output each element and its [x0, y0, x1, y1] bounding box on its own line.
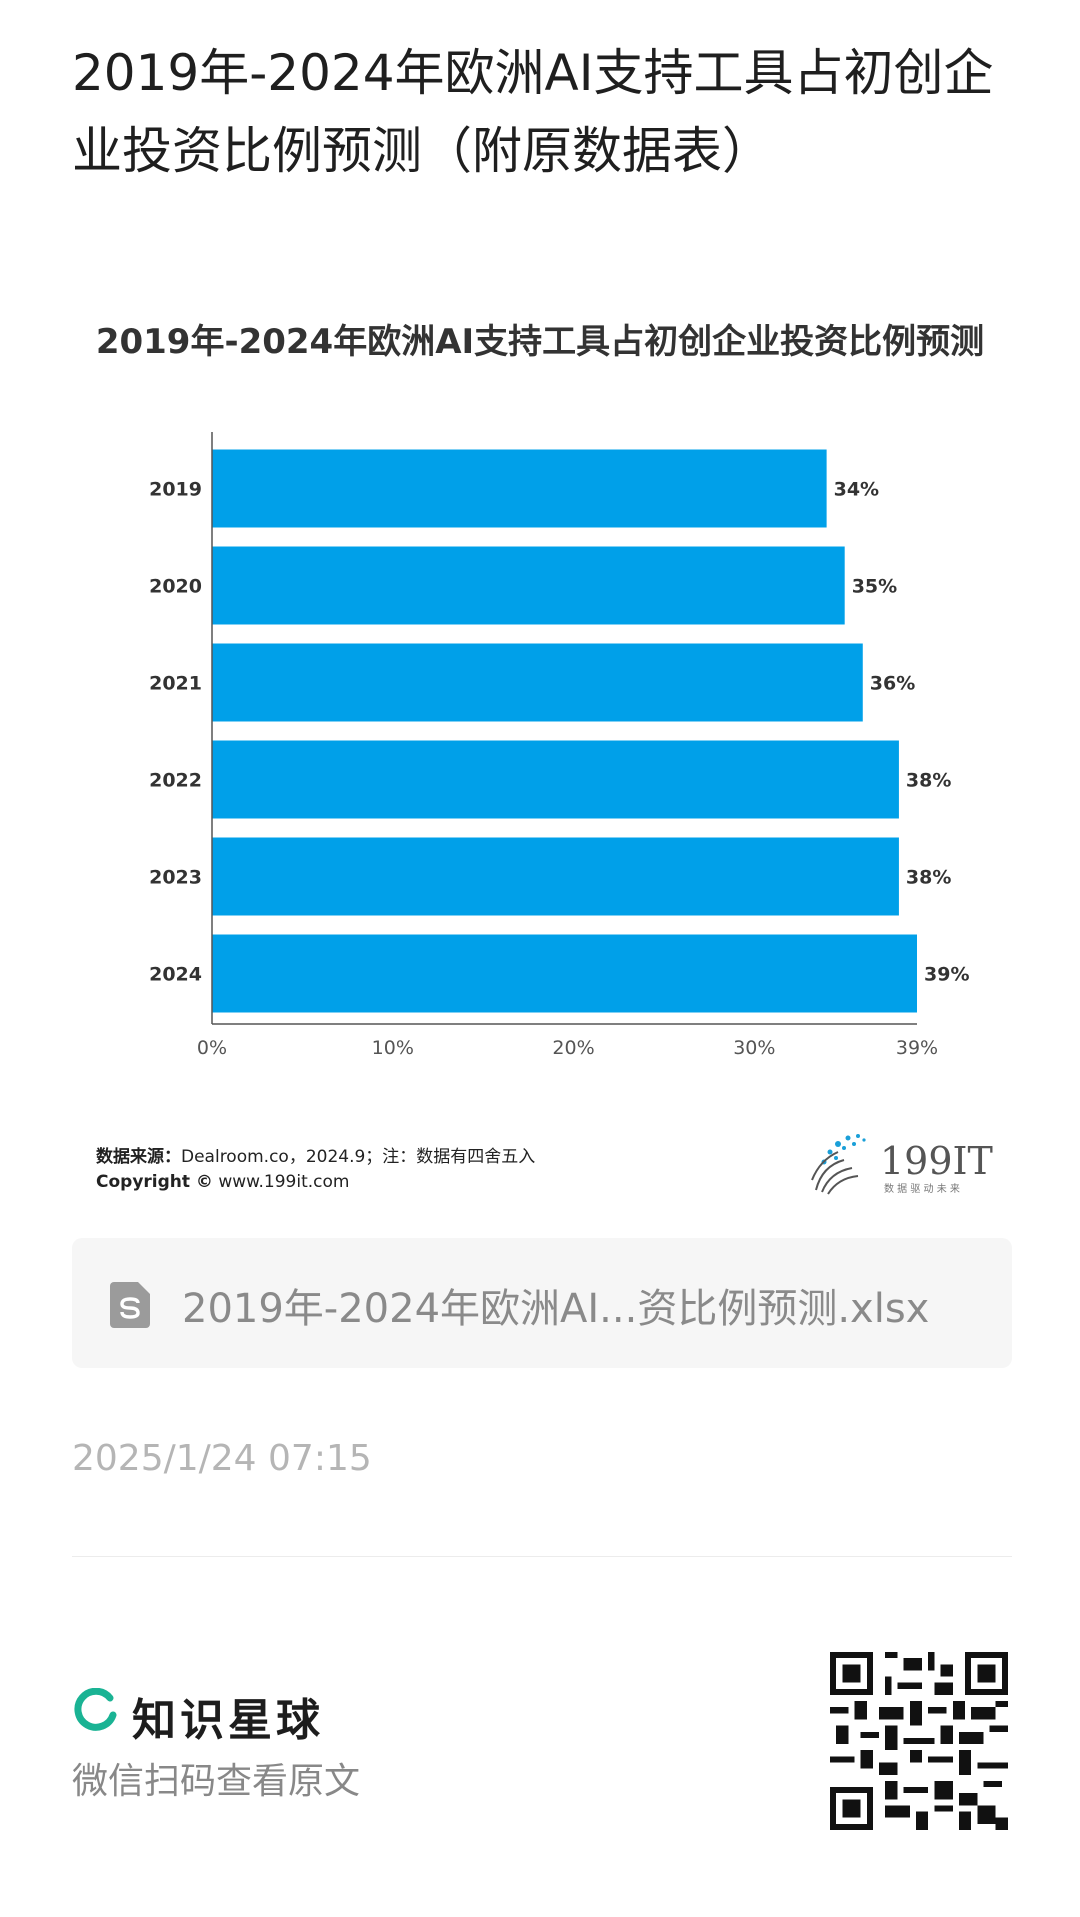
divider [72, 1556, 1012, 1557]
category-label-2020: 2020 [149, 576, 202, 598]
chart-title: 2019年-2024年欧洲AI支持工具占初创企业投资比例预测 [95, 322, 985, 362]
bar-2019 [212, 449, 827, 528]
x-tick-label-2: 20% [552, 1037, 594, 1059]
x-tick-label-1: 10% [372, 1037, 414, 1059]
data-source: 数据来源：Dealroom.co，2024.9；注：数据有四舍五入 [96, 1142, 535, 1167]
chart-card: 2019年-2024年欧洲AI支持工具占初创企业投资比例预测 2019 34% 20… [72, 290, 1008, 1220]
brand-name: 知识星球 [132, 1695, 324, 1746]
value-label-2024: 39% [924, 964, 969, 986]
logo-199it: 199IT 数 据 驱 动 未 来 [808, 1130, 1008, 1200]
x-tick-label-3: 30% [733, 1037, 775, 1059]
category-label-2021: 2021 [149, 673, 202, 695]
category-label-2022: 2022 [149, 770, 202, 792]
logo-tagline: 数 据 驱 动 未 来 [884, 1182, 960, 1195]
bar-chart: 2019 34% 2020 35% 2021 36% 2022 38% 2023 38% 2024 3… [149, 432, 969, 1059]
copyright: Copyright © www.199it.com [96, 1172, 349, 1192]
copyright-label: Copyright © [96, 1172, 213, 1192]
source-label: 数据来源： [96, 1147, 181, 1167]
attachment-file-name[interactable]: 2019年-2024年欧洲AI...资比例预测.xlsx [182, 1286, 930, 1332]
logo-text: 199IT [880, 1139, 993, 1183]
bar-2022 [212, 740, 899, 819]
bar-2023 [212, 837, 899, 916]
category-label-2024: 2024 [149, 964, 202, 986]
spreadsheet-file-icon [110, 1282, 150, 1328]
value-label-2020: 35% [852, 576, 897, 598]
bar-2024 [212, 934, 917, 1013]
page-title: 2019年-2024年欧洲AI支持工具占初创企业投资比例预测（附原数据表） [72, 44, 994, 180]
category-label-2019: 2019 [149, 479, 202, 501]
qr-code-icon[interactable] [830, 1652, 1008, 1830]
category-label-2023: 2023 [149, 867, 202, 889]
value-label-2021: 36% [870, 673, 915, 695]
bar-2021 [212, 643, 863, 722]
attachment-card[interactable]: 2019年-2024年欧洲AI...资比例预测.xlsx [72, 1238, 1012, 1368]
zsxq-logo-icon [74, 1688, 117, 1731]
post-timestamp: 2025/1/24 07:15 [72, 1438, 372, 1479]
value-label-2022: 38% [906, 770, 951, 792]
value-label-2019: 34% [834, 479, 879, 501]
bar-2020 [212, 546, 845, 625]
x-tick-label-0: 0% [197, 1037, 227, 1059]
scan-hint: 微信扫码查看原文 [72, 1761, 361, 1802]
x-tick-label-4: 39% [896, 1037, 938, 1059]
source-text: Dealroom.co，2024.9；注：数据有四舍五入 [181, 1147, 536, 1167]
value-label-2023: 38% [906, 867, 951, 889]
copyright-text: www.199it.com [212, 1172, 350, 1192]
dandelion-logo-icon: 199IT 数 据 驱 动 未 来 [811, 1134, 993, 1195]
